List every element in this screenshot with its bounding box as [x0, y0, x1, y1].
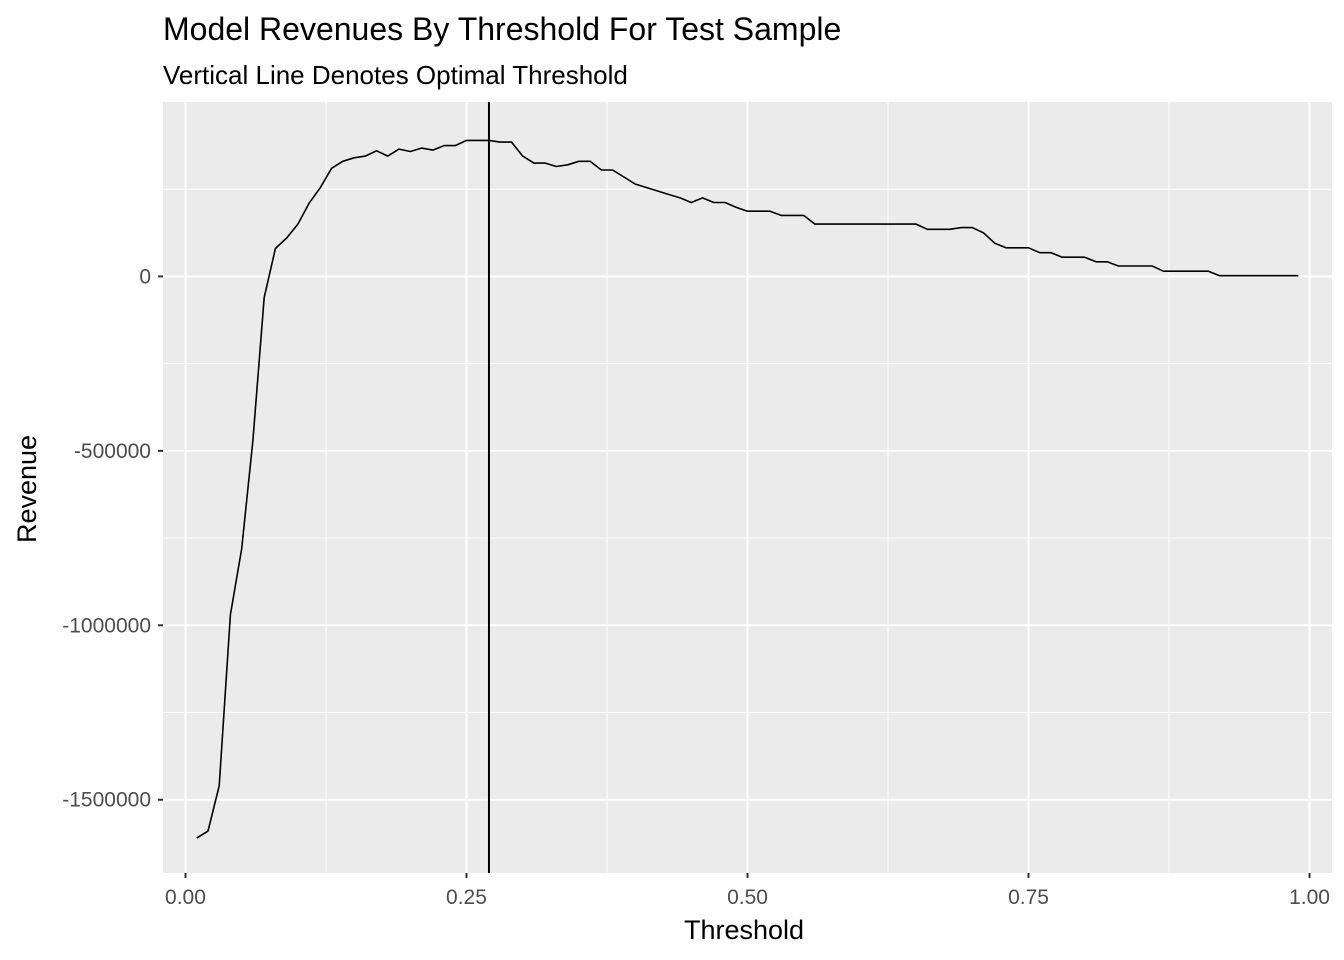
x-tick-label: 0.50	[727, 886, 768, 909]
y-tick-label: -500000	[74, 440, 151, 463]
chart-title: Model Revenues By Threshold For Test Sam…	[163, 11, 841, 47]
x-tick-label: 0.75	[1008, 886, 1049, 909]
revenue-series-line	[196, 139, 1299, 839]
y-tick-label: 0	[139, 265, 151, 288]
grid-major	[163, 102, 1332, 873]
x-axis-ticks: 0.00 0.25 0.50 0.75 1.00	[165, 873, 1330, 909]
y-tick-label: -1500000	[62, 789, 151, 812]
x-axis-label: Threshold	[684, 915, 804, 945]
y-tick-label: -1000000	[62, 614, 151, 637]
y-axis-ticks: 0 -500000 -1000000 -1500000	[62, 265, 163, 812]
y-axis-label: Revenue	[12, 435, 42, 543]
x-tick-label: 1.00	[1289, 886, 1330, 909]
x-tick-label: 0.00	[165, 886, 206, 909]
chart-subtitle: Vertical Line Denotes Optimal Threshold	[163, 60, 628, 90]
data-layer	[196, 102, 1299, 873]
x-tick-label: 0.25	[446, 886, 487, 909]
